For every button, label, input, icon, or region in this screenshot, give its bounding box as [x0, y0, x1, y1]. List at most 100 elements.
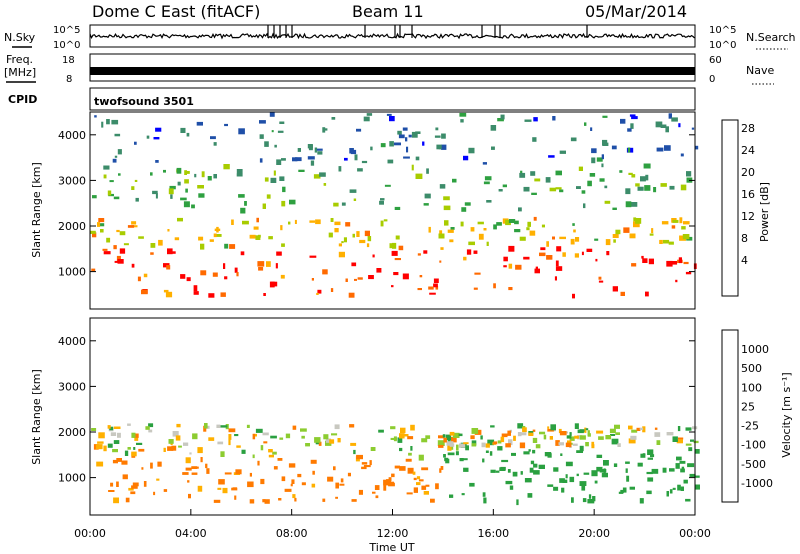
power-cell — [292, 157, 298, 162]
velocity-cell — [579, 481, 587, 486]
velocity-cell — [553, 486, 559, 491]
power-cell — [166, 265, 171, 270]
velocity-cell — [108, 490, 115, 492]
power-cell — [484, 176, 492, 181]
power-cell — [549, 187, 557, 192]
date-title: 05/Mar/2014 — [585, 2, 687, 21]
velocity-cell — [470, 435, 475, 440]
velocity-cell — [372, 491, 376, 494]
velocity-cell — [508, 439, 513, 446]
power-cell — [408, 134, 412, 138]
y-tick-label: 3000 — [58, 380, 86, 393]
power-cell — [546, 255, 553, 260]
velocity-cell — [234, 434, 239, 437]
power-cell — [552, 236, 555, 240]
power-cell — [389, 243, 394, 249]
velocity-cell — [653, 469, 658, 473]
power-cell — [411, 131, 418, 138]
power-cell — [497, 118, 504, 122]
velocity-cell — [98, 432, 105, 439]
power-cell — [605, 239, 611, 246]
power-cell — [641, 255, 644, 259]
velocity-cell — [413, 487, 418, 493]
velocity-cell — [292, 494, 296, 499]
power-cell — [215, 234, 222, 237]
y-tick-label: 1000 — [58, 472, 86, 485]
velocity-cell — [399, 466, 406, 471]
power-cell — [315, 219, 321, 225]
power-cell — [213, 233, 217, 238]
power-cell — [345, 222, 351, 227]
power-cell — [330, 218, 334, 222]
velocity-cell — [182, 472, 189, 475]
velocity-cell — [218, 479, 225, 485]
velocity-y-label: Slant Range [km] — [30, 369, 43, 465]
velocity-cell — [553, 467, 559, 472]
velocity-cell — [497, 440, 502, 444]
velocity-cell — [268, 454, 274, 458]
velocity-cell — [339, 483, 345, 486]
velocity-cell — [587, 499, 595, 504]
power-cell — [655, 121, 663, 128]
power-cell — [158, 239, 163, 246]
velocity-cell — [480, 435, 483, 440]
velocity-cell — [125, 497, 130, 503]
velocity-cell — [347, 472, 351, 477]
power-cell — [604, 200, 611, 204]
power-cell — [269, 112, 275, 117]
power-cell — [461, 207, 467, 212]
velocity-cell — [449, 494, 454, 498]
noise-left-tick-top: 10^5 — [53, 25, 80, 36]
power-cell — [620, 291, 625, 296]
power-cell — [644, 185, 651, 191]
power-cell — [470, 227, 475, 232]
velocity-cell — [591, 470, 598, 477]
power-cell — [406, 146, 409, 153]
power-cell — [444, 220, 449, 226]
power-cell — [114, 260, 118, 263]
velocity-cell — [356, 454, 363, 460]
power-cell — [678, 257, 682, 264]
power-cell — [92, 232, 97, 238]
power-cell — [242, 220, 249, 225]
power-cell — [276, 159, 282, 165]
power-cell — [259, 158, 263, 163]
velocity-cell — [185, 467, 192, 471]
velocity-cell — [113, 426, 121, 429]
power-cell — [134, 179, 138, 182]
velocity-cell — [445, 434, 452, 441]
velocity-cell — [217, 441, 224, 445]
power-cell — [111, 119, 119, 125]
power-cell — [555, 187, 562, 190]
power-cell — [411, 164, 414, 171]
power-cell — [389, 141, 394, 147]
velocity-cell — [683, 479, 688, 484]
velocity-cell — [413, 477, 417, 481]
y-tick-label: 4000 — [58, 335, 86, 348]
power-cell — [554, 276, 557, 281]
velocity-cell — [143, 481, 147, 487]
power-cell — [330, 288, 334, 292]
velocity-cell — [596, 454, 603, 458]
velocity-cell — [519, 432, 527, 436]
velocity-cell — [685, 443, 692, 446]
power-cell — [398, 134, 405, 139]
velocity-cell — [685, 498, 691, 502]
velocity-cell — [500, 436, 505, 443]
velocity-cell — [401, 434, 409, 437]
power-cell — [598, 280, 604, 283]
power-cell — [150, 252, 154, 255]
velocity-cell — [350, 442, 357, 446]
velocity-cell — [189, 452, 192, 455]
power-cell — [180, 197, 187, 201]
velocity-cell — [325, 438, 331, 443]
power-cell — [236, 169, 243, 174]
velocity-cell — [584, 427, 587, 433]
velocity-cell — [459, 458, 464, 462]
velocity-cell — [530, 460, 535, 465]
velocity-cell — [335, 482, 339, 489]
velocity-colorbar-tick: 1000 — [741, 343, 769, 356]
power-cell — [118, 173, 121, 176]
velocity-cell — [410, 424, 415, 431]
power-cell — [595, 258, 598, 262]
